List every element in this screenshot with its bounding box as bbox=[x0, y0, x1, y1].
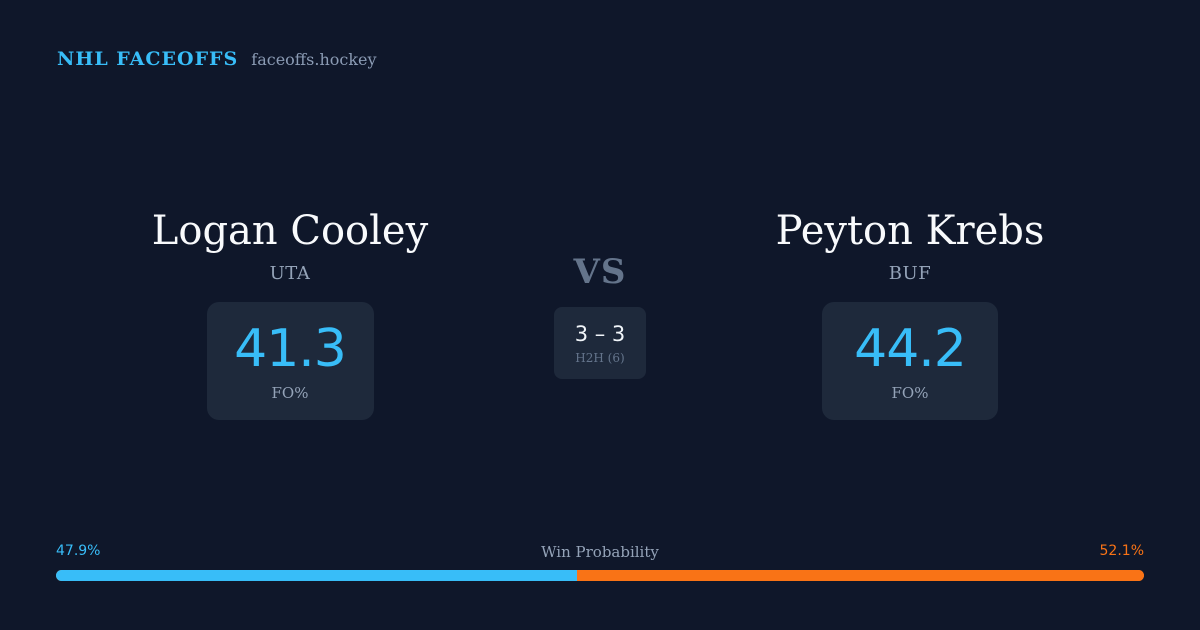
h2h-score: 3 – 3 bbox=[574, 321, 626, 346]
player-right-team: BUF bbox=[888, 263, 932, 284]
player-right-stat-label: FO% bbox=[891, 384, 929, 402]
player-left-team: UTA bbox=[269, 263, 311, 284]
h2h-card: 3 – 3 H2H (6) bbox=[554, 307, 646, 379]
brand-site[interactable]: faceoffs.hockey bbox=[251, 50, 377, 69]
brand-name[interactable]: NHL FACEOFFS bbox=[57, 48, 239, 70]
player-right-name: Peyton Krebs bbox=[775, 208, 1045, 254]
brand-header: NHL FACEOFFS faceoffs.hockey bbox=[57, 48, 377, 70]
player-right: Peyton Krebs BUF 44.2 FO% bbox=[760, 205, 1060, 420]
player-left: Logan Cooley UTA 41.3 FO% bbox=[140, 205, 440, 420]
win-probability-bar-left bbox=[56, 570, 578, 581]
win-probability-left: 47.9% bbox=[56, 543, 101, 559]
player-left-stat-card: 41.3 FO% bbox=[206, 302, 374, 420]
player-left-stat-label: FO% bbox=[271, 384, 309, 402]
win-probability-right: 52.1% bbox=[1099, 543, 1144, 559]
player-right-stat-value: 44.2 bbox=[854, 319, 967, 379]
win-probability-bar bbox=[56, 570, 1144, 581]
win-probability-title: Win Probability bbox=[541, 543, 659, 561]
win-probability-labels: 47.9% Win Probability 52.1% bbox=[56, 543, 1144, 563]
player-right-stat-card: 44.2 FO% bbox=[822, 302, 998, 420]
h2h-label: H2H (6) bbox=[575, 350, 625, 365]
win-probability-bar-right bbox=[577, 570, 1144, 581]
player-left-stat-value: 41.3 bbox=[234, 319, 347, 379]
player-left-name: Logan Cooley bbox=[151, 208, 429, 254]
vs-label: VS bbox=[573, 252, 627, 292]
